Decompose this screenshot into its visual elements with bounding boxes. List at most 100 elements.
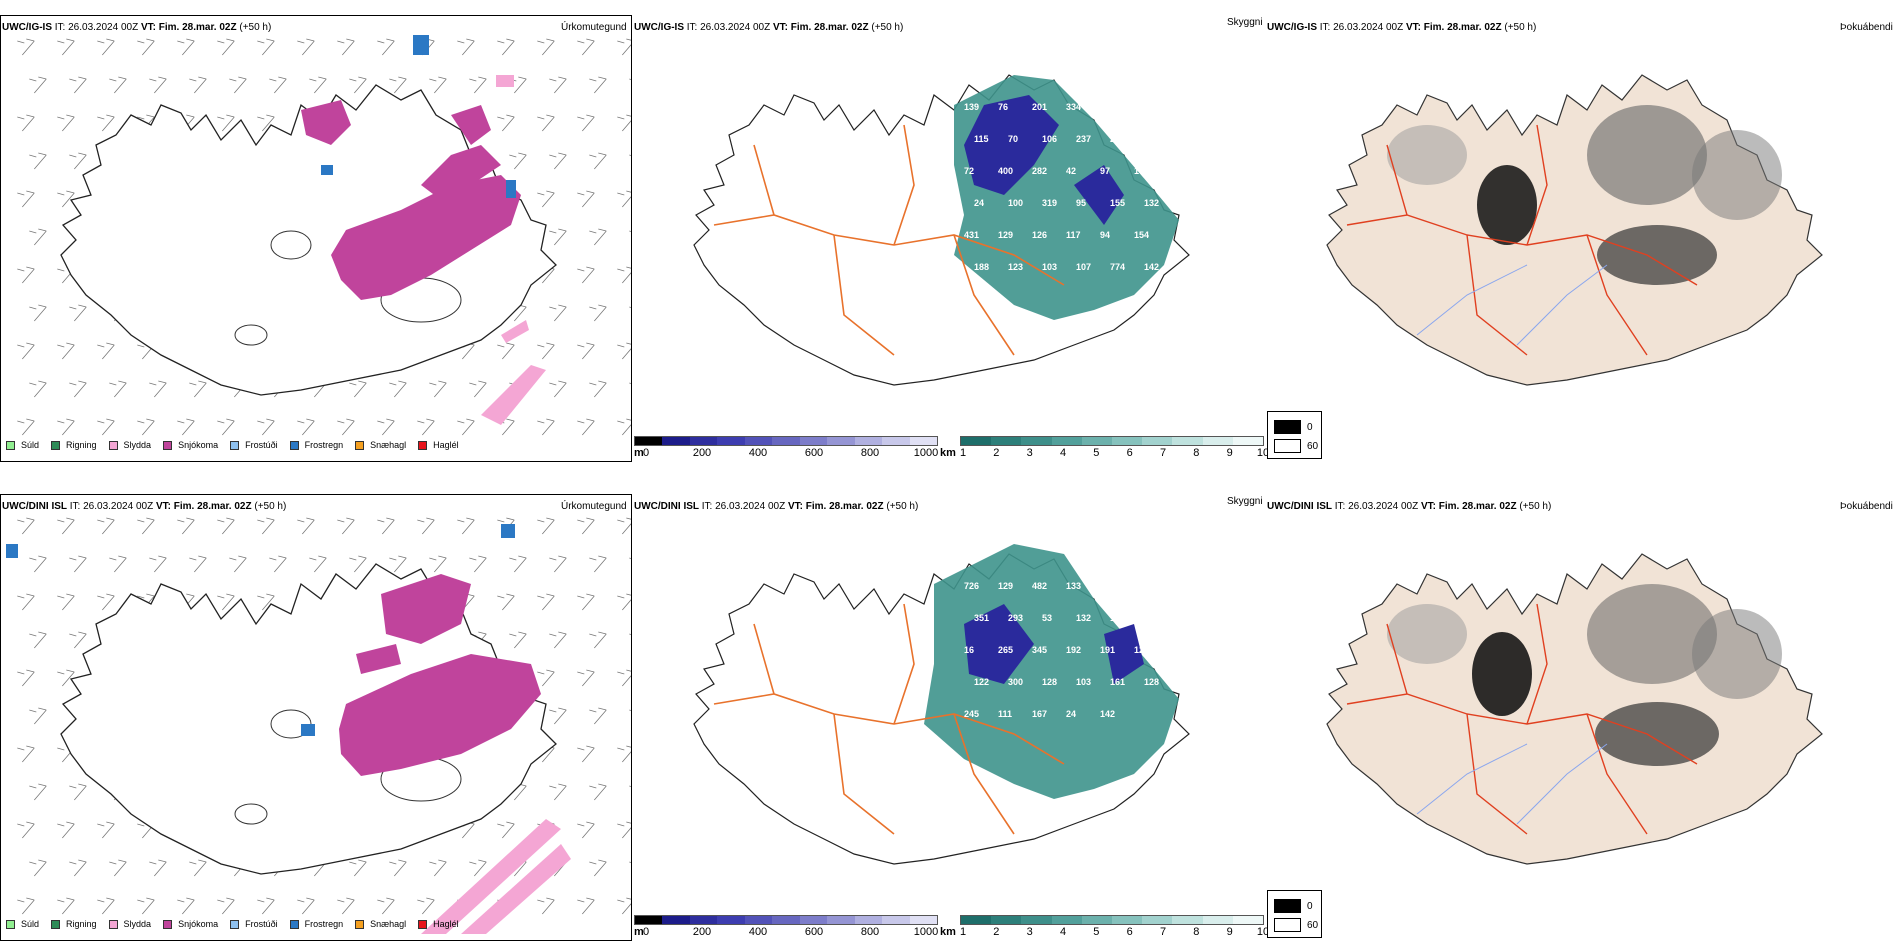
wind-barb <box>457 38 475 56</box>
legend-label: Rigning <box>66 919 97 929</box>
wind-barb <box>97 38 115 56</box>
legend-label: Slydda <box>123 919 152 929</box>
scale-color-step <box>1081 916 1113 924</box>
wind-barb <box>17 517 35 535</box>
vt-value: Fim. 28.mar. 02Z <box>1438 501 1517 512</box>
model-name: UWC/IG-IS <box>1267 22 1317 33</box>
wind-barb <box>69 859 87 877</box>
legend-label: Snæhagl <box>370 440 407 450</box>
it-label: IT: <box>1334 501 1346 512</box>
wind-barb <box>97 897 115 915</box>
cloud-base-value: 133 <box>1066 581 1081 591</box>
precip-panel-frame-2 <box>0 494 632 941</box>
wind-barb <box>589 783 607 801</box>
it-value: 26.03.2024 00Z <box>68 22 139 33</box>
legend-item: Frostúði <box>230 440 278 450</box>
scale-tick-label: 200 <box>692 926 712 938</box>
legend-item: Snæhagl <box>355 919 406 929</box>
wind-barb <box>469 380 487 398</box>
scale-tick-label: 8 <box>1193 926 1200 938</box>
wind-barb <box>257 114 275 132</box>
scale-tick-label: 2 <box>993 447 1000 459</box>
wind-barb <box>429 859 447 877</box>
cloud-header-2: UWC/DINI ISL IT: 26.03.2024 00Z VT: Fim.… <box>634 501 918 512</box>
wind-barb <box>29 859 47 877</box>
cloud-base-value: 94 <box>1100 230 1110 240</box>
wind-barb <box>629 306 631 308</box>
vt-value: Fim. 28.mar. 02Z <box>173 501 252 512</box>
vt-value: Fim. 28.mar. 02Z <box>1423 22 1502 33</box>
fog-shading <box>1387 105 1782 285</box>
fog-map-1 <box>1326 74 1823 386</box>
precip-legend-2: Súld Rigning Slydda Snjókoma Frostúði Frostre… <box>6 919 471 929</box>
wind-barb <box>617 821 631 839</box>
wind-barb <box>349 555 367 573</box>
wind-barb <box>589 380 607 398</box>
wind-barb <box>17 669 35 687</box>
cloud-base-value: 167 <box>1032 709 1047 719</box>
iceland-land <box>1326 553 1823 865</box>
wind-barb <box>189 76 207 94</box>
scale-color-step <box>909 437 937 445</box>
wind-barb <box>629 382 631 384</box>
vt-value: Fim. 28.mar. 02Z <box>158 22 237 33</box>
scale-color-step <box>1202 437 1233 445</box>
legend-swatch <box>51 919 61 929</box>
wind-barb <box>457 517 475 535</box>
scale-color-step <box>882 916 910 924</box>
wind-barb <box>577 897 595 915</box>
cloud-base-value: 16 <box>964 645 974 655</box>
wind-barb <box>349 380 367 398</box>
scale-tick-label: 5 <box>1093 926 1100 938</box>
wind-barb <box>257 418 275 436</box>
wind-barb <box>17 821 35 839</box>
wind-barb <box>537 593 555 611</box>
wind-barb <box>549 152 567 170</box>
wind-barb <box>457 418 475 436</box>
wind-barb <box>29 304 47 322</box>
wind-barb <box>97 593 115 611</box>
wind-barb <box>497 114 515 132</box>
wind-barb <box>229 76 247 94</box>
wind-barb <box>589 555 607 573</box>
wind-barb <box>57 418 75 436</box>
wind-barb <box>497 38 515 56</box>
wind-barb <box>149 555 167 573</box>
scale-tick-label: 10 <box>1256 447 1270 459</box>
legend-swatch <box>418 919 428 929</box>
precip-title-2: Úrkomutegund <box>561 501 627 512</box>
cloud-base-value: 70 <box>1008 134 1018 144</box>
fog-legend-2: 0 60 <box>1267 890 1322 938</box>
visibility-ticks-2: 1 2 3 4 5 6 7 8 9 10 <box>960 926 1269 940</box>
cloud-title-1: Skyggni <box>1227 17 1263 28</box>
it-value: 26.03.2024 00Z <box>1333 22 1404 33</box>
lead-time: (+50 h) <box>239 22 272 33</box>
it-label: IT: <box>701 501 713 512</box>
cloud-base-value: 345 <box>1032 645 1047 655</box>
wind-barb <box>217 114 235 132</box>
legend-item: Snjókoma <box>163 919 218 929</box>
wind-barb <box>97 821 115 839</box>
cloud-base-value: 188 <box>974 262 989 272</box>
wind-barb <box>617 517 631 535</box>
precip-header-2: UWC/DINI ISL IT: 26.03.2024 00Z VT: Fim.… <box>2 501 286 512</box>
legend-label: Súld <box>21 440 40 450</box>
cloud-base-labels: 726 129 482 133 314 201 351 293 53 132 117 304 16 265… <box>964 581 1159 719</box>
wind-barb <box>57 190 75 208</box>
scale-color-step <box>909 916 937 924</box>
wind-barb <box>617 342 631 360</box>
fog-title-2: Þokuábendi <box>1840 501 1893 512</box>
cloud-base-value: 161 <box>1110 677 1125 687</box>
cloud-base-value: 103 <box>1042 262 1057 272</box>
wind-barb <box>549 304 567 322</box>
legend-item: Haglél <box>418 919 459 929</box>
roads <box>713 124 1065 356</box>
fog-header-2: UWC/DINI ISL IT: 26.03.2024 00Z VT: Fim.… <box>1267 501 1551 512</box>
cloud-base-value: 199 <box>1100 102 1115 112</box>
wind-barb <box>617 114 631 132</box>
legend-label: Haglél <box>433 919 459 929</box>
vt-label: VT: <box>140 22 156 33</box>
fog-shading <box>1387 584 1782 766</box>
roads <box>713 603 1065 835</box>
legend-swatch <box>6 440 15 450</box>
